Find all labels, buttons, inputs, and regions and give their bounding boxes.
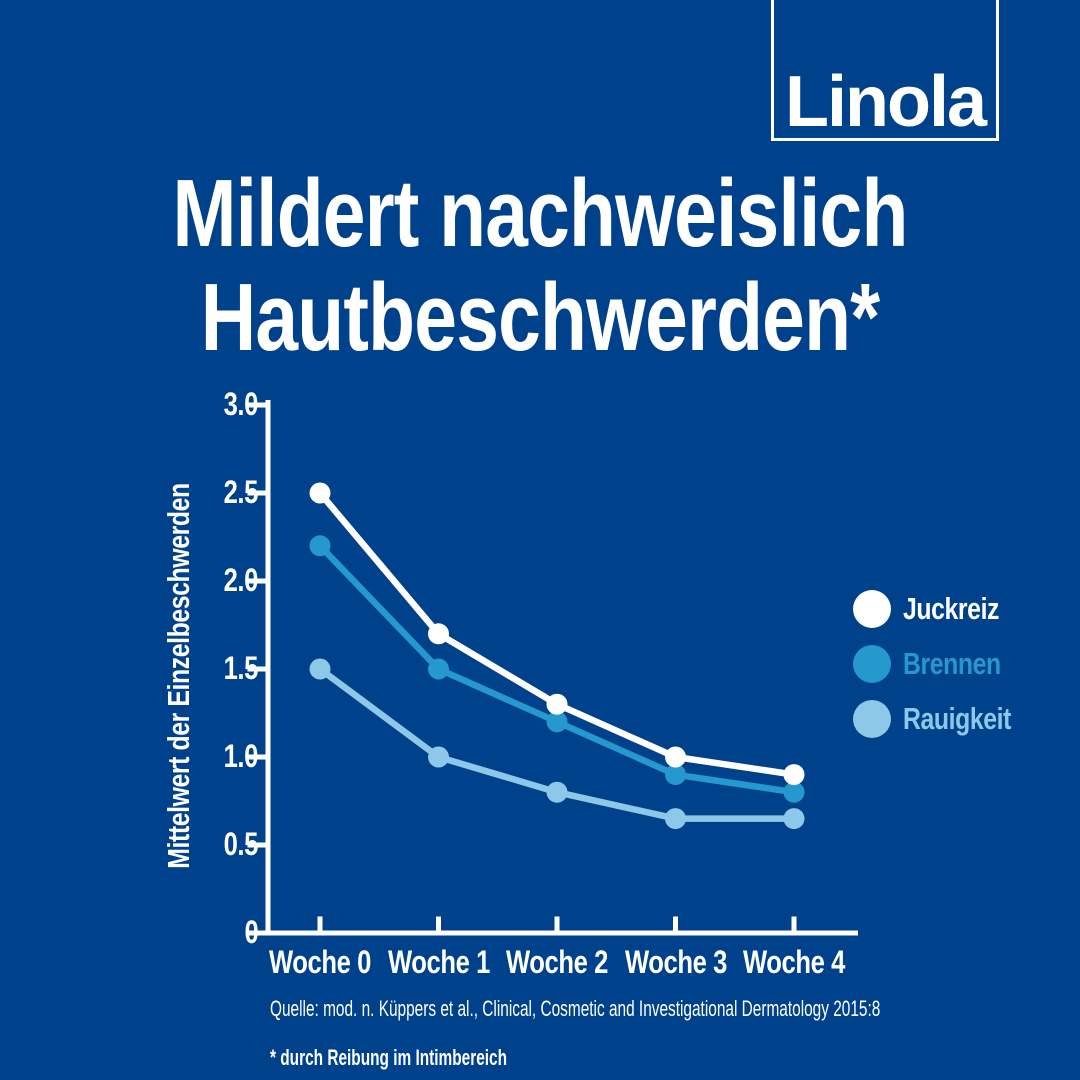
series-line-brennen (316, 542, 798, 796)
asterisk-footnote: * durch Reibung im Intimbereich (270, 1045, 508, 1070)
x-axis-label: Woche 2 (506, 944, 608, 980)
x-axis-tick (436, 916, 441, 931)
data-point-juckreiz (783, 764, 805, 786)
y-axis-tick (247, 754, 266, 760)
y-tick-label: 1.0 (223, 738, 259, 774)
linola-logo: Linola (766, 0, 1004, 146)
legend-swatch-icon (853, 645, 891, 683)
data-point-juckreiz (309, 482, 331, 504)
y-tick-label: 0 (244, 914, 258, 950)
y-tick-label: 1.5 (223, 650, 259, 686)
logo-border (771, 0, 999, 141)
x-axis-line (261, 930, 858, 936)
data-point-brennen (665, 764, 686, 786)
y-tick-label: 2.5 (223, 474, 259, 510)
data-point-brennen (428, 658, 449, 680)
legend-item-juckreiz: Juckreiz (853, 590, 1038, 628)
data-point-rauigkeit (665, 808, 686, 830)
y-axis-tick (247, 402, 266, 408)
data-point-brennen (309, 535, 331, 557)
source-citation: Quelle: mod. n. Küppers et al., Clinical… (270, 996, 881, 1021)
data-point-juckreiz (665, 746, 686, 768)
x-axis-label: Woche 0 (269, 944, 371, 980)
legend-label: Juckreiz (903, 591, 1000, 626)
legend-swatch-icon (853, 590, 891, 628)
y-axis-line (265, 400, 271, 936)
legend-item-rauigkeit: Rauigkeit (853, 700, 1038, 738)
y-axis-label: Mittelwert der Einzelbeschwerden (161, 483, 196, 869)
data-point-rauigkeit (428, 746, 449, 768)
y-axis-tick (247, 666, 266, 672)
data-point-brennen (546, 711, 568, 733)
y-axis-tick (247, 490, 266, 496)
y-axis-tick (247, 930, 266, 936)
legend-item-brennen: Brennen (853, 645, 1038, 683)
legend-swatch-icon (853, 700, 891, 738)
data-point-rauigkeit (783, 808, 805, 830)
y-tick-label: 0.5 (223, 826, 259, 862)
legend-label: Rauigkeit (903, 701, 1012, 736)
data-point-rauigkeit (309, 658, 331, 680)
series-line-juckreiz (316, 489, 798, 778)
title-line-1: Mildert nachweislich (172, 160, 908, 267)
data-point-rauigkeit (546, 781, 568, 803)
x-axis-label: Woche 4 (743, 944, 845, 980)
data-point-juckreiz (546, 693, 568, 715)
y-tick-label: 2.0 (223, 562, 259, 598)
y-axis-tick (247, 842, 266, 848)
y-axis-tick (247, 578, 266, 584)
x-axis-tick (554, 916, 560, 931)
x-axis-label: Woche 1 (387, 944, 490, 980)
x-axis-label: Woche 3 (624, 944, 727, 980)
legend-label: Brennen (903, 646, 1001, 681)
data-point-brennen (783, 781, 805, 803)
x-axis-tick (673, 916, 678, 931)
title-line-2: Hautbeschwerden* (200, 264, 880, 371)
x-axis-tick (791, 916, 797, 931)
y-tick-label: 3.0 (223, 386, 259, 422)
page-title: Mildert nachweislich Hautbeschwerden* (108, 162, 972, 370)
data-point-juckreiz (428, 623, 449, 645)
logo-text: Linola (785, 62, 987, 142)
chart-legend: Juckreiz Brennen Rauigkeit (853, 590, 1038, 755)
x-axis-tick (317, 916, 323, 931)
